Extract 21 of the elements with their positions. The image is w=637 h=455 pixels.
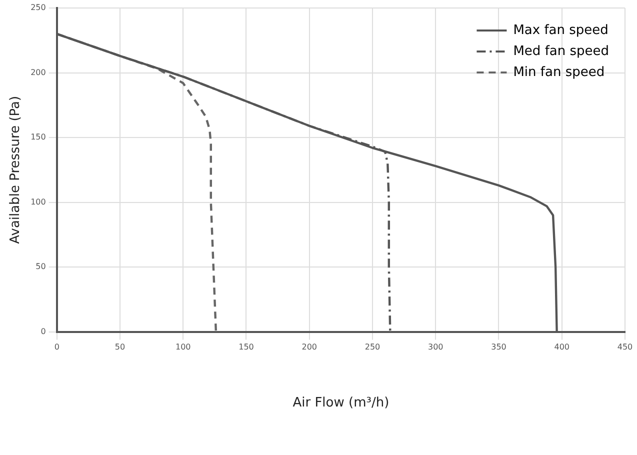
- y-tick-label: 200: [30, 68, 46, 77]
- x-tick-label: 100: [175, 342, 191, 352]
- y-tick-label: 0: [40, 326, 46, 336]
- x-tick-label: 50: [114, 342, 126, 352]
- legend-label: Min fan speed: [513, 64, 605, 80]
- x-tick-label: 450: [617, 342, 633, 352]
- x-tick-label: 200: [302, 342, 318, 352]
- legend-label: Max fan speed: [513, 22, 608, 38]
- x-tick-label: 150: [238, 342, 254, 352]
- x-axis-title: Air Flow (m³/h): [292, 396, 390, 411]
- y-tick-label: 150: [30, 132, 46, 142]
- legend-label: Med fan speed: [513, 44, 610, 59]
- y-axis-title: Available Pressure (Pa): [8, 96, 24, 244]
- x-tick-label: 350: [491, 342, 506, 352]
- x-tick-label: 0: [54, 342, 60, 352]
- y-tick-label: 100: [30, 197, 46, 206]
- x-tick-label: 400: [554, 342, 570, 352]
- y-tick-label: 50: [36, 262, 46, 272]
- x-tick-label: 300: [428, 342, 444, 352]
- y-tick-label: 250: [30, 3, 46, 12]
- x-tick-label: 250: [364, 342, 380, 352]
